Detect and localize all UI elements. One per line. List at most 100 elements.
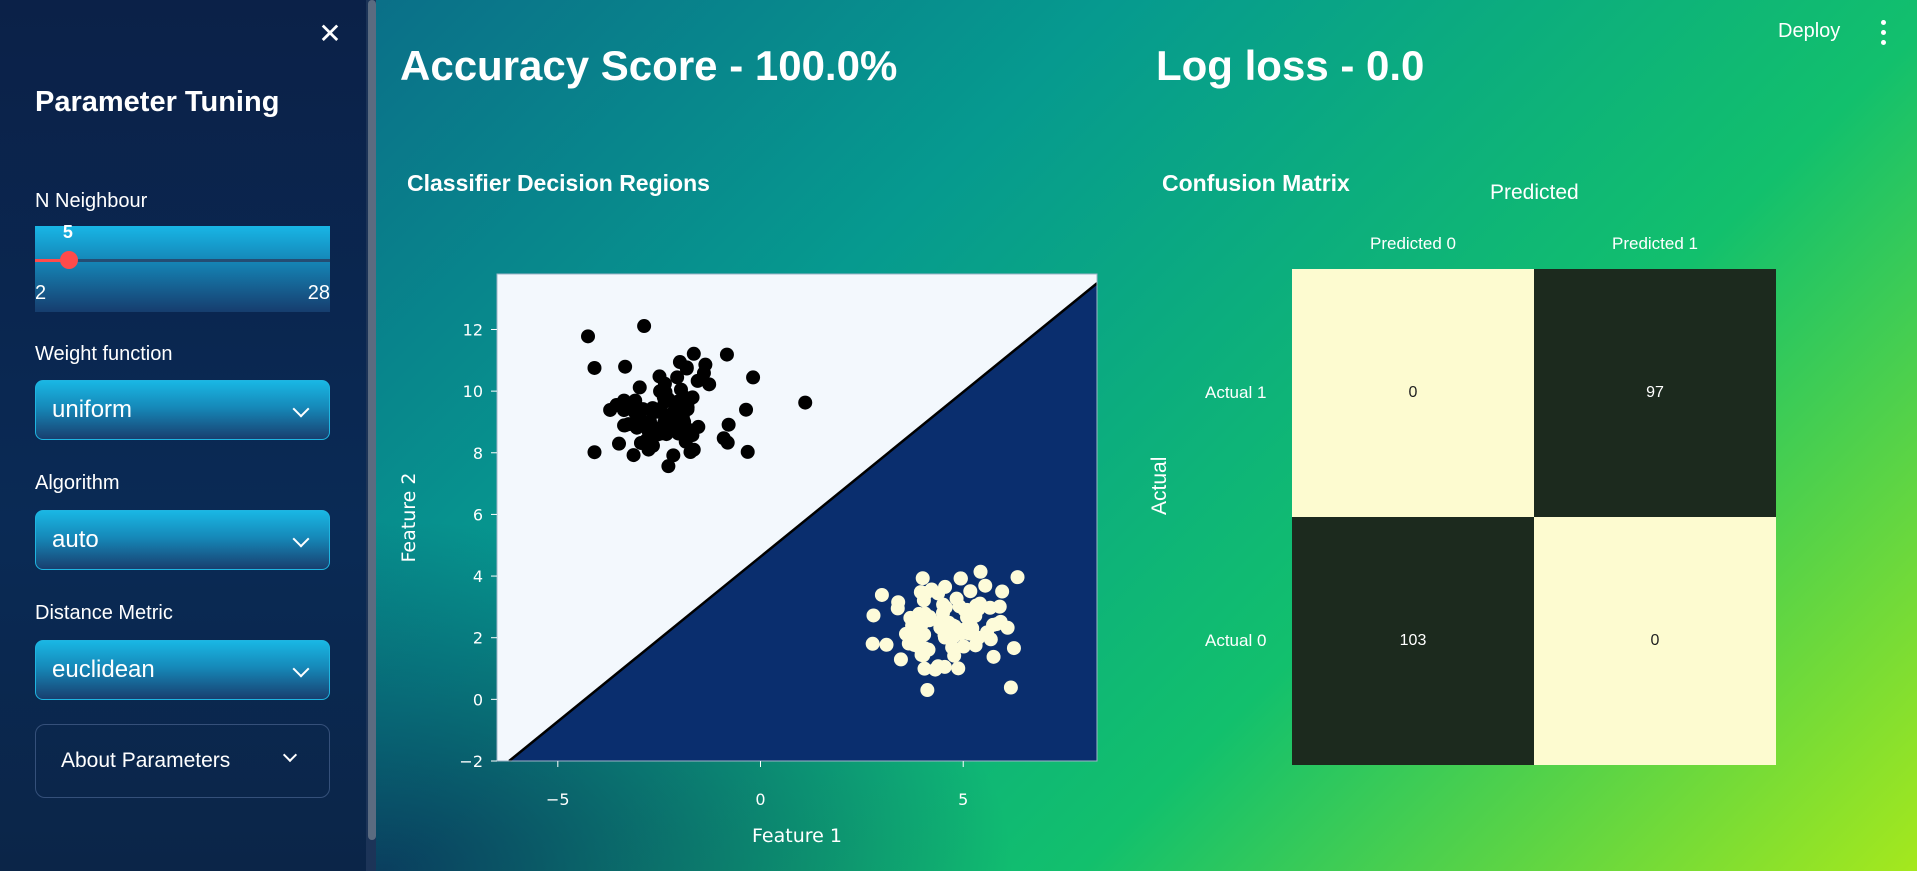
data-point bbox=[798, 395, 813, 410]
y-tick-label: −2 bbox=[459, 752, 483, 771]
about-parameters-label: About Parameters bbox=[61, 749, 231, 772]
data-point bbox=[626, 448, 641, 463]
chevron-down-icon bbox=[292, 660, 310, 678]
y-tick-label: 2 bbox=[473, 629, 483, 648]
cm-xlabel: Predicted bbox=[1490, 181, 1579, 204]
data-point bbox=[581, 329, 596, 344]
chevron-down-icon bbox=[292, 400, 310, 418]
data-point bbox=[922, 613, 937, 628]
data-point bbox=[618, 359, 633, 374]
cm-col-label: Predicted 1 bbox=[1612, 234, 1698, 253]
chevron-down-icon bbox=[292, 530, 310, 548]
y-axis-label: Feature 2 bbox=[398, 473, 420, 563]
data-point bbox=[949, 591, 964, 606]
sidebar-scroll-thumb[interactable] bbox=[368, 0, 376, 840]
decision-region-svg: −5 0 5 −2 0 2 4 6 8 10 12 Feature 1 Feature 2 bbox=[398, 273, 1098, 847]
data-point bbox=[661, 459, 676, 474]
data-point bbox=[618, 418, 633, 433]
data-point bbox=[957, 622, 972, 637]
data-point bbox=[971, 630, 986, 645]
cm-ylabel: Actual bbox=[1148, 456, 1171, 515]
y-tick-label: 0 bbox=[473, 690, 483, 709]
data-point bbox=[746, 370, 761, 385]
algorithm-value: auto bbox=[52, 526, 99, 553]
data-point bbox=[953, 571, 968, 586]
data-point bbox=[973, 564, 988, 579]
data-point bbox=[937, 630, 952, 645]
data-point bbox=[924, 582, 939, 597]
weight-function-label: Weight function bbox=[35, 343, 173, 365]
slider-value: 5 bbox=[62, 222, 73, 242]
data-point bbox=[653, 384, 668, 399]
data-point bbox=[928, 662, 943, 677]
kebab-menu-icon[interactable] bbox=[1876, 18, 1890, 48]
cm-col-label: Predicted 0 bbox=[1370, 234, 1456, 253]
data-point bbox=[667, 414, 682, 429]
data-point bbox=[686, 346, 701, 361]
chevron-down-icon bbox=[282, 747, 298, 763]
data-point bbox=[935, 605, 950, 620]
cm-row-label: Actual 0 bbox=[1205, 631, 1267, 650]
decision-regions-title: Classifier Decision Regions bbox=[407, 170, 710, 196]
weight-function-select[interactable]: uniform bbox=[35, 380, 330, 440]
data-point bbox=[587, 445, 602, 460]
x-tick-label: 5 bbox=[958, 790, 968, 809]
data-point bbox=[915, 571, 930, 586]
weight-function-value: uniform bbox=[52, 396, 133, 423]
data-point bbox=[1003, 680, 1018, 695]
close-icon[interactable]: ✕ bbox=[318, 18, 342, 49]
data-point bbox=[719, 347, 734, 362]
accuracy-score: Accuracy Score - 100.0% bbox=[400, 42, 898, 89]
deploy-button[interactable]: Deploy bbox=[1778, 20, 1841, 42]
x-tick-label: 0 bbox=[755, 790, 765, 809]
n-neighbour-slider[interactable]: 5 2 28 bbox=[35, 222, 330, 312]
data-point bbox=[696, 366, 711, 381]
data-point bbox=[903, 610, 918, 625]
data-point bbox=[951, 661, 966, 676]
data-point bbox=[917, 661, 932, 676]
data-point bbox=[624, 401, 639, 416]
data-point bbox=[609, 398, 624, 413]
data-point bbox=[879, 637, 894, 652]
data-point bbox=[874, 587, 889, 602]
data-point bbox=[681, 422, 696, 437]
slider-thumb[interactable] bbox=[59, 251, 78, 269]
decision-region-chart: −5 0 5 −2 0 2 4 6 8 10 12 Feature 1 Feature 2 bbox=[395, 255, 1115, 860]
data-point bbox=[920, 683, 935, 698]
data-point bbox=[893, 652, 908, 667]
data-point bbox=[721, 417, 736, 432]
slider-min: 2 bbox=[35, 282, 47, 304]
confusion-matrix-title: Confusion Matrix bbox=[1162, 170, 1350, 196]
plot-frame bbox=[496, 273, 1098, 762]
data-point bbox=[612, 436, 627, 451]
y-tick-label: 4 bbox=[473, 567, 483, 586]
distance-metric-value: euclidean bbox=[52, 656, 155, 683]
y-tick-label: 12 bbox=[463, 320, 483, 339]
y-tick-label: 10 bbox=[463, 382, 483, 401]
about-parameters-expander[interactable]: About Parameters bbox=[35, 724, 330, 798]
distance-metric-select[interactable]: euclidean bbox=[35, 640, 330, 700]
data-point bbox=[1006, 641, 1021, 656]
decision-boundary-line bbox=[508, 282, 1098, 762]
data-point bbox=[686, 442, 701, 457]
cm-row-label: Actual 1 bbox=[1205, 383, 1267, 402]
data-point bbox=[983, 632, 998, 647]
x-axis-label: Feature 1 bbox=[752, 825, 842, 847]
y-tick-label: 6 bbox=[473, 505, 483, 524]
distance-metric-label: Distance Metric bbox=[35, 602, 173, 624]
data-point bbox=[978, 578, 993, 593]
data-point bbox=[720, 435, 735, 450]
data-point bbox=[740, 444, 755, 459]
data-point bbox=[637, 319, 652, 334]
data-point bbox=[587, 360, 602, 375]
data-point bbox=[956, 639, 971, 654]
data-point bbox=[672, 355, 687, 370]
algorithm-select[interactable]: auto bbox=[35, 510, 330, 570]
data-point bbox=[630, 415, 645, 430]
data-point bbox=[702, 377, 717, 392]
data-point bbox=[989, 617, 1004, 632]
n-neighbour-label: N Neighbour bbox=[35, 190, 148, 212]
cm-cell: 97 bbox=[1534, 269, 1776, 517]
data-point bbox=[657, 394, 672, 409]
data-point bbox=[992, 599, 1007, 614]
